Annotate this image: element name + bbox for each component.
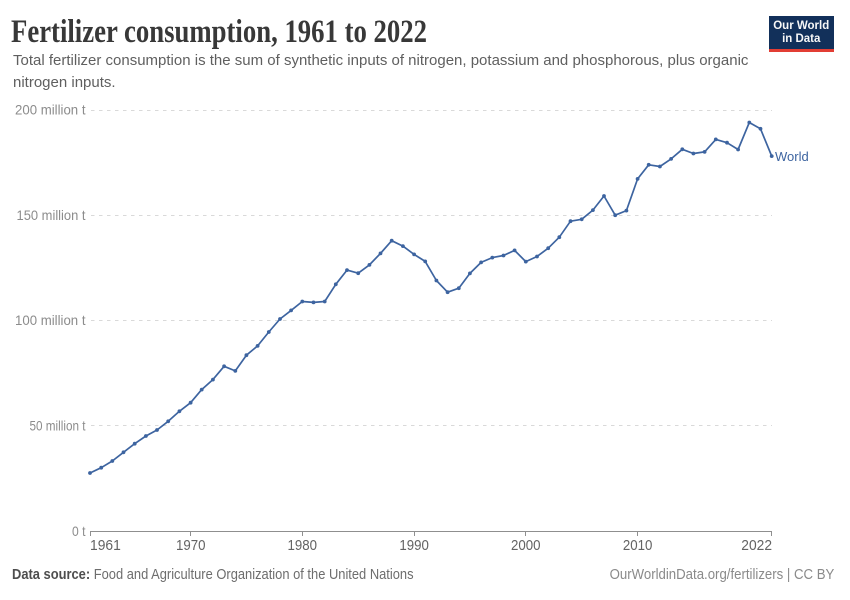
svg-text:200 million t: 200 million t (15, 102, 86, 118)
svg-text:100 million t: 100 million t (15, 312, 86, 328)
svg-text:World: World (775, 149, 809, 164)
svg-text:150 million t: 150 million t (17, 207, 86, 223)
svg-text:2000: 2000 (511, 537, 541, 554)
svg-text:2022: 2022 (741, 537, 772, 554)
svg-text:1961: 1961 (90, 537, 121, 554)
svg-text:1970: 1970 (176, 537, 206, 554)
svg-text:0 t: 0 t (72, 523, 86, 539)
svg-text:1980: 1980 (288, 537, 318, 554)
svg-text:1990: 1990 (399, 537, 429, 554)
svg-text:2010: 2010 (623, 537, 653, 554)
svg-text:50 million t: 50 million t (30, 417, 86, 433)
